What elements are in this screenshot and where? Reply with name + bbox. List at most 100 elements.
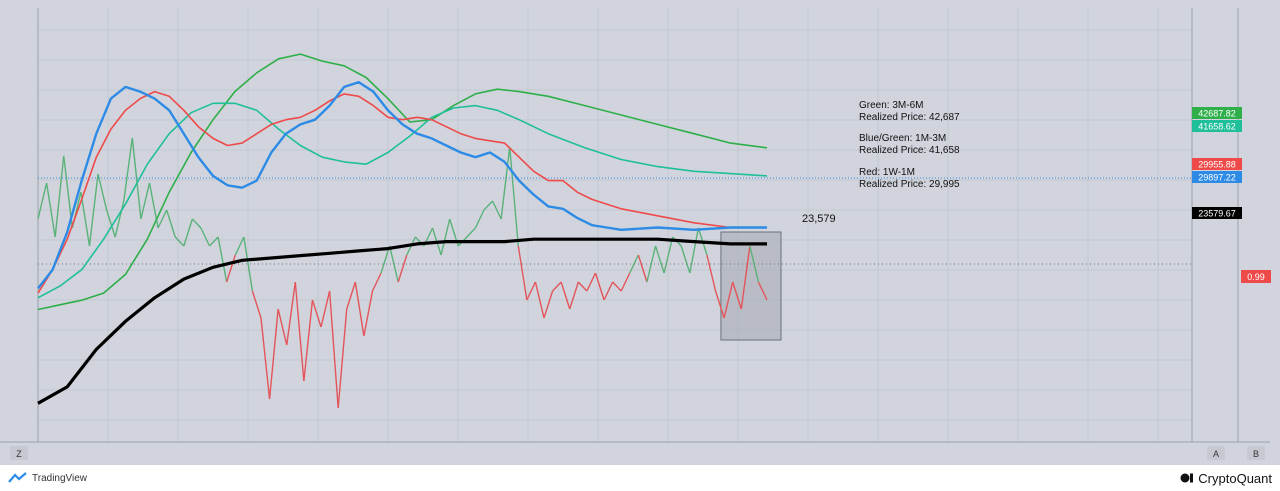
oscillator-segment [286,281,296,346]
oscillator-segment [706,254,717,292]
oscillator-segment [37,182,48,220]
oscillator-segment [397,254,408,283]
price-tag-box [1192,158,1242,170]
price-tag-label: 41658.62 [1198,122,1236,132]
oscillator-segment [594,272,605,301]
oscillator-segment [388,245,399,283]
oscillator-segment [543,290,554,319]
oscillator-value-text: 0.99 [1247,272,1265,282]
oscillator-segment [217,236,228,283]
oscillator-segment [577,281,588,292]
tradingview-logo-icon [8,472,27,483]
oscillator-segment [371,272,382,292]
oscillator-segment [654,245,665,274]
oscillator-segment [569,281,579,310]
z-button-label: Z [16,449,22,459]
oscillator-segment [45,182,56,238]
oscillator-segment [534,281,545,319]
oscillator-segment [526,281,537,301]
oscillator-segment [88,173,99,247]
series-line-black [37,237,767,405]
oscillator-segment [620,272,631,292]
oscillator-segment [311,299,322,328]
bottom-toolbar: Z A B [10,446,1265,460]
oscillator-segment [346,281,356,310]
black-line-value-annotation: 23,579 [802,213,836,225]
oscillator-segment [54,155,65,238]
cryptoquant-label: CryptoQuant [1198,470,1272,486]
oscillator-segment [209,236,219,247]
oscillator-segment [337,308,348,409]
oscillator-segment [491,200,502,220]
price-tag-label: 23579.67 [1198,209,1236,219]
oscillator-segment [268,308,279,400]
legend-teal-price: Realized Price: 41,658 [859,145,960,156]
price-tag: 23579.67 [1192,207,1242,219]
oscillator-segment [165,209,176,238]
cryptoquant-logo-icon [1180,473,1194,483]
price-tag-box [1192,207,1242,219]
price-tag-box [1192,120,1242,132]
oscillator-segment [320,290,331,328]
price-tag-box [1192,107,1242,119]
oscillator-segment [517,245,528,301]
oscillator-segment [603,281,614,301]
price-tag-box [1192,171,1242,183]
oscillator-segment [131,137,142,220]
oscillator-segment [680,245,691,274]
series-line-red [37,90,767,294]
a-button[interactable] [1207,446,1225,460]
oscillator-segment [689,227,700,274]
oscillator-segment [303,299,314,382]
oscillator-segment [714,290,725,319]
oscillator-segment [560,281,571,310]
oscillator-segment [354,281,365,337]
oscillator-segment [552,281,562,292]
price-tag: 29955.88 [1192,158,1242,170]
oscillator-segment [123,137,134,202]
z-button[interactable] [10,446,28,460]
legend-block: Green: 3M-6M Realized Price: 42,687 Blue… [859,100,960,190]
b-button[interactable] [1247,446,1265,460]
series-lines-layer [37,53,768,405]
b-button-label: B [1253,449,1259,459]
oscillator-segment [294,281,305,382]
price-tag: 41658.62 [1192,120,1242,132]
oscillator-segment [200,227,211,247]
oscillator-segment [612,281,622,292]
oscillator-segment [80,191,91,247]
oscillator-segment [740,245,751,310]
osc-tag-group: 0.99 [1241,270,1271,283]
series-line-blue [37,80,767,290]
oscillator-segment [140,182,151,220]
oscillator-segment [474,209,485,229]
a-button-label: A [1213,449,1219,459]
oscillator-segment [157,209,168,229]
oscillator-segment [277,308,288,346]
series-line-teal [37,102,768,299]
oscillator-value-tag [1241,270,1271,283]
oscillator-segment [380,245,391,274]
oscillator-segment [251,290,262,319]
oscillator-segment [328,290,339,409]
oscillator-segment [586,272,597,292]
oscillator-segment [466,227,476,238]
legend-green-title: Green: 3M-6M [859,100,923,111]
tradingview-brand: TradingView [8,470,87,486]
series-line-green [37,53,768,311]
oscillator-segment [637,254,648,283]
cryptoquant-brand: CryptoQuant [1180,470,1272,486]
legend-teal-title: Blue/Green: 1M-3M [859,133,946,144]
oscillator-segment [723,281,734,319]
oscillator-segment [757,281,768,301]
oscillator-segment [183,218,194,247]
oscillator-segment [440,218,451,256]
tradingview-label: TradingView [32,472,88,484]
price-tag: 29897.22 [1192,171,1242,183]
oscillator-segment [509,146,519,247]
oscillator-segment [243,236,254,292]
price-tag: 42687.82 [1192,107,1242,119]
price-tag-label: 29955.88 [1198,160,1236,170]
legend-red-title: Red: 1W-1M [859,167,915,178]
